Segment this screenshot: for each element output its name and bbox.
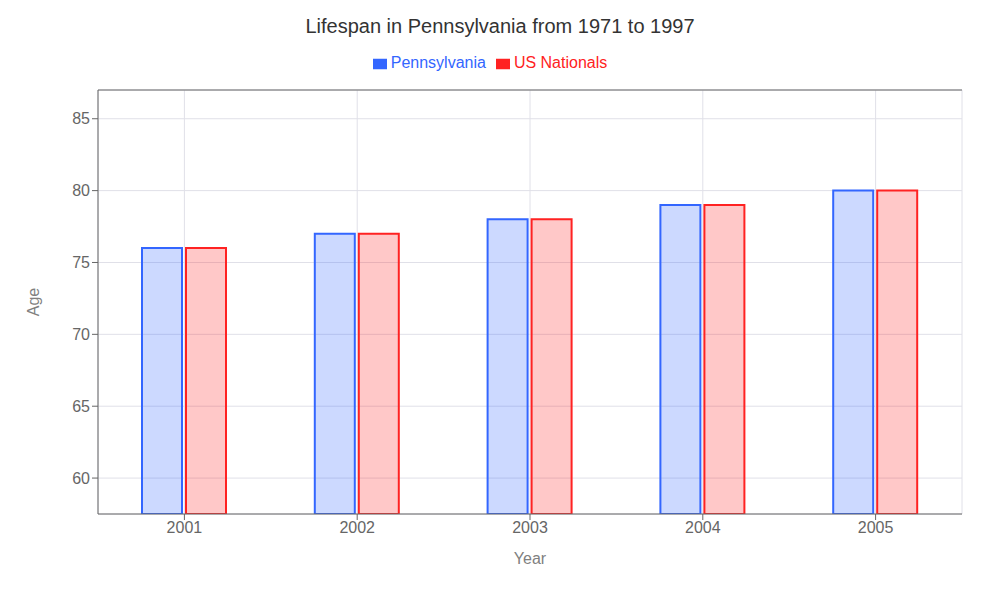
svg-text:2001: 2001 xyxy=(167,519,203,536)
svg-text:75: 75 xyxy=(72,254,90,271)
svg-text:70: 70 xyxy=(72,326,90,343)
html-text:US Nationals: US Nationals xyxy=(513,54,608,71)
svg-text:2004: 2004 xyxy=(685,519,721,536)
html-text:Lifespan in Pennsylvania from: Lifespan in Pennsylvania from 1971 to 19… xyxy=(305,15,695,37)
svg-text:Year: Year xyxy=(514,550,547,567)
svg-text:Age: Age xyxy=(25,288,42,317)
svg-text:60: 60 xyxy=(72,470,90,487)
html-text:Pennsylvania: Pennsylvania xyxy=(390,54,486,71)
svg-text:85: 85 xyxy=(72,110,90,127)
svg-text:65: 65 xyxy=(72,398,90,415)
svg-text:2002: 2002 xyxy=(339,519,375,536)
svg-text:2003: 2003 xyxy=(512,519,548,536)
svg-text:80: 80 xyxy=(72,182,90,199)
svg-text:2005: 2005 xyxy=(858,519,894,536)
